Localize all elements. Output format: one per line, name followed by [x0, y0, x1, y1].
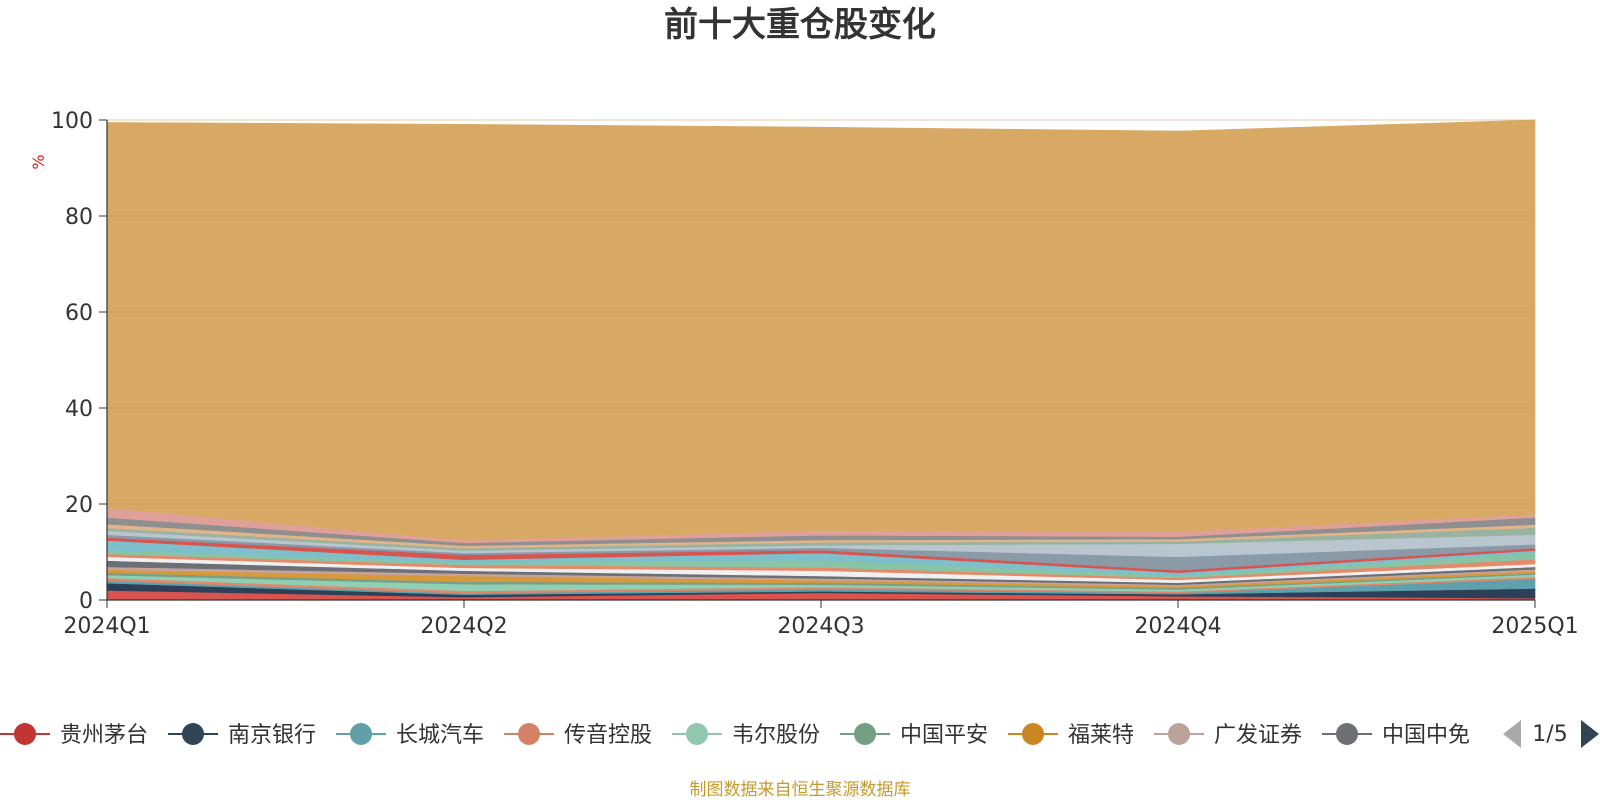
y-tick-label-2: 40 — [65, 397, 93, 422]
legend-item-1[interactable]: 南京银行 — [168, 723, 316, 748]
x-tick-label-1: 2024Q2 — [420, 614, 507, 639]
legend: 贵州茅台 南京银行 长城汽车 传音控股 韦尔股份 中国平安 福莱特 广发证券 中国中免 — [0, 723, 1470, 748]
legend-label-8: 中国中免 — [1382, 723, 1470, 748]
legend-pager: 1/5 — [1503, 720, 1599, 748]
legend-label-5: 中国平安 — [900, 723, 988, 748]
legend-label-2: 长城汽车 — [396, 723, 484, 748]
legend-marker-7 — [1168, 723, 1190, 745]
legend-marker-1 — [182, 723, 204, 745]
y-tick-label-1: 20 — [65, 493, 93, 518]
x-tick-label-4: 2025Q1 — [1491, 614, 1578, 639]
legend-item-0[interactable]: 贵州茅台 — [0, 723, 148, 748]
legend-item-3[interactable]: 传音控股 — [504, 723, 652, 748]
x-tick-label-3: 2024Q4 — [1134, 614, 1221, 639]
legend-marker-3 — [518, 723, 540, 745]
x-tick-label-0: 2024Q1 — [63, 614, 150, 639]
legend-item-8[interactable]: 中国中免 — [1322, 723, 1470, 748]
grid-lines — [107, 119, 1535, 505]
area-series-group — [106, 119, 1536, 601]
legend-marker-6 — [1022, 723, 1044, 745]
legend-item-6[interactable]: 福莱特 — [1008, 723, 1134, 748]
legend-label-7: 广发证券 — [1214, 723, 1302, 748]
series-area-20[interactable] — [106, 119, 1536, 541]
legend-item-2[interactable]: 长城汽车 — [336, 723, 484, 748]
legend-label-3: 传音控股 — [564, 723, 652, 748]
y-tick-label-5: 100 — [51, 109, 93, 134]
y-tick-label-0: 0 — [79, 589, 93, 614]
legend-marker-8 — [1336, 723, 1358, 745]
legend-next-icon[interactable] — [1581, 720, 1599, 748]
y-axis-label: % — [29, 154, 48, 169]
axes: 0 20 40 60 80 100 2024Q1 2024Q2 2024Q3 2024Q4 2025… — [51, 109, 1579, 639]
chart-title: 前十大重仓股变化 — [664, 5, 936, 45]
legend-page-indicator: 1/5 — [1532, 722, 1567, 747]
legend-label-4: 韦尔股份 — [732, 723, 820, 748]
legend-item-5[interactable]: 中国平安 — [840, 723, 988, 748]
legend-marker-0 — [14, 723, 36, 745]
y-tick-label-3: 60 — [65, 301, 93, 326]
legend-label-1: 南京银行 — [228, 723, 316, 748]
legend-item-4[interactable]: 韦尔股份 — [672, 723, 820, 748]
legend-marker-2 — [350, 723, 372, 745]
legend-marker-5 — [854, 723, 876, 745]
y-tick-label-4: 80 — [65, 205, 93, 230]
data-source-note: 制图数据来自恒生聚源数据库 — [690, 780, 911, 800]
legend-prev-icon[interactable] — [1503, 720, 1521, 748]
legend-label-0: 贵州茅台 — [60, 723, 148, 748]
legend-item-7[interactable]: 广发证券 — [1154, 723, 1302, 748]
legend-label-6: 福莱特 — [1068, 723, 1134, 748]
legend-marker-4 — [686, 723, 708, 745]
x-tick-label-2: 2024Q3 — [777, 614, 864, 639]
